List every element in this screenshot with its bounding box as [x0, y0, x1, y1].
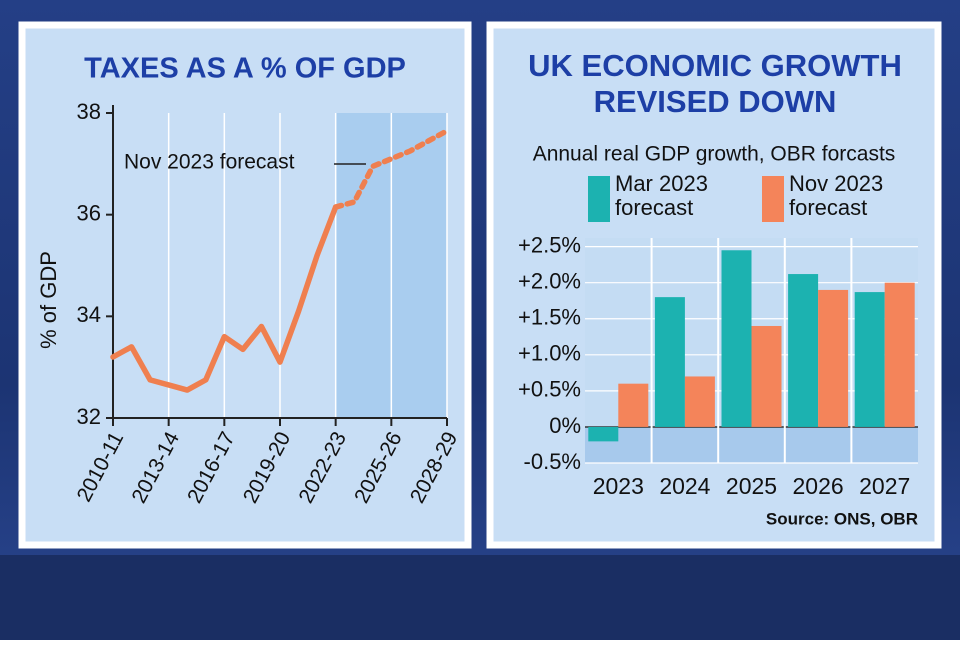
y-tick-label: 34 [77, 302, 101, 327]
y-axis-label: % of GDP [36, 251, 61, 349]
legend-swatch [588, 176, 610, 222]
bar [618, 383, 649, 427]
y-tick-label: +2.5% [518, 232, 581, 257]
negative-zone [585, 426, 918, 463]
growth-chart: UK ECONOMIC GROWTH REVISED DOWN Annual re… [518, 48, 918, 528]
legend-swatch [762, 176, 784, 222]
y-tick-label: 36 [77, 200, 101, 225]
x-tick-label: 2027 [859, 473, 910, 499]
x-tick-label: 2023 [593, 473, 644, 499]
x-tick-label: 2026 [793, 473, 844, 499]
bar [788, 274, 819, 427]
subtitle: Annual real GDP growth, OBR forcasts [533, 143, 896, 166]
chart-title: UK ECONOMIC GROWTH REVISED DOWN [528, 48, 902, 119]
x-tick-label: 2024 [659, 473, 710, 499]
bar [654, 297, 685, 427]
bar [721, 250, 752, 427]
y-tick-label: +0.5% [518, 377, 581, 402]
chart-title: TAXES AS A % OF GDP [84, 53, 406, 85]
y-tick-label: +1.5% [518, 305, 581, 330]
annotation: Nov 2023 forecast [124, 151, 295, 174]
bar [818, 289, 849, 427]
legend-label-box: Mar 2023 forecast [615, 172, 708, 220]
bar [751, 325, 782, 427]
legend-label: Nov 2023 forecast [789, 172, 884, 220]
bar [684, 376, 715, 427]
y-tick-label: 38 [77, 99, 101, 124]
y-tick-label: +2.0% [518, 269, 581, 294]
y-tick-label: 32 [77, 404, 101, 429]
y-tick-label: +1.0% [518, 341, 581, 366]
legend-label: Mar 2023 forecast [615, 172, 708, 220]
forecast-line [332, 128, 450, 210]
bar [588, 426, 619, 442]
y-tick-label: 0% [549, 413, 581, 438]
legend-label-box: Nov 2023 forecast [789, 172, 884, 220]
chart-title-box: UK ECONOMIC GROWTH REVISED DOWN [528, 48, 902, 119]
source: Source: ONS, OBR [766, 509, 918, 528]
x-tick-label: 2025 [726, 473, 777, 499]
bar [854, 292, 885, 427]
bar [884, 282, 915, 427]
tax-line [110, 204, 339, 393]
y-tick-label: -0.5% [524, 449, 581, 474]
railings [0, 555, 960, 640]
